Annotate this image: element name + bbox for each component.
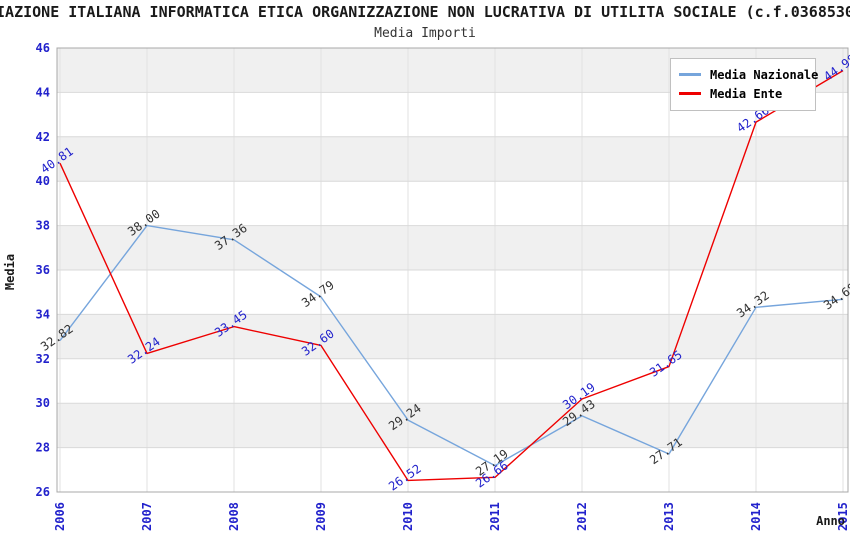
svg-text:2012: 2012 [575, 502, 589, 531]
chart-legend: Media Nazionale Media Ente [670, 58, 818, 111]
legend-item-media-nazionale: Media Nazionale [679, 66, 818, 83]
svg-text:26: 26 [36, 485, 50, 499]
svg-text:2006: 2006 [53, 502, 67, 531]
svg-text:2008: 2008 [227, 502, 241, 531]
svg-text:40: 40 [36, 174, 50, 188]
svg-text:2013: 2013 [662, 502, 676, 531]
svg-text:2015: 2015 [836, 502, 850, 531]
svg-text:2011: 2011 [488, 502, 502, 531]
chart-title: IAZIONE ITALIANA INFORMATICA ETICA ORGAN… [0, 3, 850, 21]
svg-text:2007: 2007 [140, 502, 154, 531]
svg-text:28: 28 [36, 441, 50, 455]
svg-text:46: 46 [36, 41, 50, 55]
svg-text:36: 36 [36, 263, 50, 277]
line-swatch-icon [679, 92, 701, 95]
svg-text:42: 42 [36, 130, 50, 144]
svg-text:2010: 2010 [401, 502, 415, 531]
svg-text:32: 32 [36, 352, 50, 366]
chart-subtitle: Media Importi [374, 26, 476, 41]
svg-text:44: 44 [36, 85, 50, 99]
svg-text:2009: 2009 [314, 502, 328, 531]
svg-text:30: 30 [36, 396, 50, 410]
legend-label-media-ente: Media Ente [710, 86, 783, 101]
svg-text:Media: Media [3, 254, 17, 290]
svg-text:38: 38 [36, 219, 50, 233]
svg-text:34: 34 [36, 307, 50, 321]
legend-label-media-nazionale: Media Nazionale [710, 67, 819, 82]
svg-text:2014: 2014 [749, 502, 763, 531]
svg-text:Anno: Anno [816, 514, 845, 528]
line-swatch-icon [679, 73, 701, 76]
legend-item-media-ente: Media Ente [679, 85, 807, 102]
